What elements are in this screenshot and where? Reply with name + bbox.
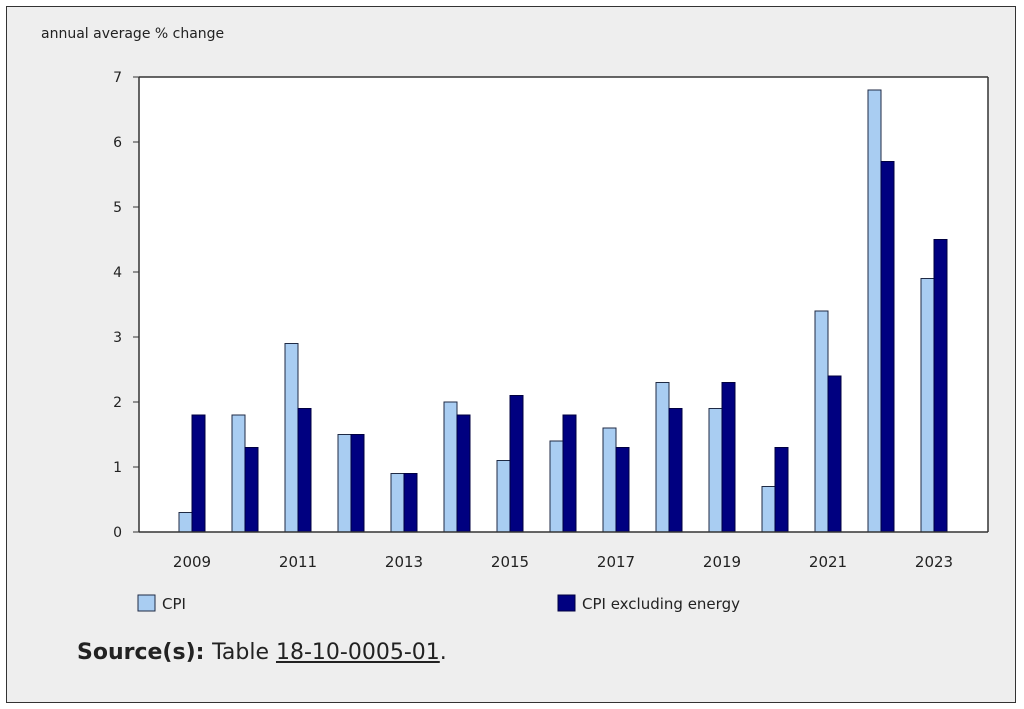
source-suffix: . bbox=[439, 640, 447, 665]
bar-cpi-2023 bbox=[920, 278, 935, 533]
bar-cpi-2016 bbox=[549, 440, 564, 533]
source-text: Table bbox=[212, 640, 276, 665]
legend-label-cpi-excl-energy: CPI excluding energy bbox=[582, 595, 740, 613]
bar-cpi-2009 bbox=[178, 512, 193, 533]
bar-cpi-excl-energy-2022 bbox=[880, 161, 895, 533]
y-tick-label: 0 bbox=[113, 525, 122, 541]
bar-cpi-excl-energy-2023 bbox=[933, 239, 948, 533]
bar-cpi-excl-energy-2010 bbox=[244, 447, 259, 533]
bar-cpi-2011 bbox=[284, 343, 299, 533]
bar-cpi-2014 bbox=[443, 401, 458, 533]
x-tick-label: 2009 bbox=[173, 553, 211, 571]
bar-cpi-excl-energy-2019 bbox=[721, 382, 736, 533]
bar-cpi-excl-energy-2020 bbox=[774, 447, 789, 533]
bar-cpi-2017 bbox=[602, 427, 617, 533]
x-tick-label: 2021 bbox=[809, 553, 847, 571]
bar-cpi-excl-energy-2015 bbox=[509, 395, 524, 533]
bar-cpi-2019 bbox=[708, 408, 723, 533]
bar-cpi-2012 bbox=[337, 434, 352, 533]
y-tick-label: 7 bbox=[113, 70, 122, 86]
source-label: Source(s): bbox=[77, 640, 213, 665]
bar-cpi-excl-energy-2018 bbox=[668, 408, 683, 533]
x-tick-label: 2013 bbox=[385, 553, 423, 571]
legend-swatch-cpi bbox=[137, 594, 156, 612]
x-tick-label: 2011 bbox=[279, 553, 317, 571]
y-tick-label: 3 bbox=[113, 330, 122, 346]
y-tick-label: 2 bbox=[113, 395, 122, 411]
bar-cpi-2020 bbox=[761, 486, 776, 533]
bar-cpi-excl-energy-2012 bbox=[350, 434, 365, 533]
bar-cpi-excl-energy-2016 bbox=[562, 414, 577, 533]
bar-cpi-2022 bbox=[867, 89, 882, 533]
x-tick-label: 2019 bbox=[703, 553, 741, 571]
bar-cpi-2021 bbox=[814, 310, 829, 533]
x-tick-label: 2015 bbox=[491, 553, 529, 571]
bar-cpi-2013 bbox=[390, 473, 405, 533]
bar-cpi-excl-energy-2009 bbox=[191, 414, 206, 533]
bar-cpi-excl-energy-2013 bbox=[403, 473, 418, 533]
x-tick-label: 2017 bbox=[597, 553, 635, 571]
y-tick-label: 4 bbox=[113, 265, 122, 281]
y-tick-label: 1 bbox=[113, 460, 122, 476]
bar-cpi-2015 bbox=[496, 460, 511, 533]
y-axis-label: annual average % change bbox=[41, 26, 225, 42]
x-tick-label: 2023 bbox=[915, 553, 953, 571]
y-tick-label: 5 bbox=[113, 200, 122, 216]
bar-cpi-excl-energy-2011 bbox=[297, 408, 312, 533]
bar-cpi-2010 bbox=[231, 414, 246, 533]
bar-cpi-excl-energy-2014 bbox=[456, 414, 471, 533]
bar-cpi-excl-energy-2021 bbox=[827, 375, 842, 533]
source-table-link[interactable]: 18-10-0005-01 bbox=[275, 640, 440, 665]
bar-cpi-2018 bbox=[655, 382, 670, 533]
bar-cpi-excl-energy-2017 bbox=[615, 447, 630, 533]
source-note: Source(s): Table 18-10-0005-01. bbox=[77, 640, 447, 665]
y-tick-label: 6 bbox=[113, 135, 122, 151]
legend-label-cpi: CPI bbox=[162, 595, 186, 613]
legend-swatch-cpi-excl-energy bbox=[557, 594, 576, 612]
